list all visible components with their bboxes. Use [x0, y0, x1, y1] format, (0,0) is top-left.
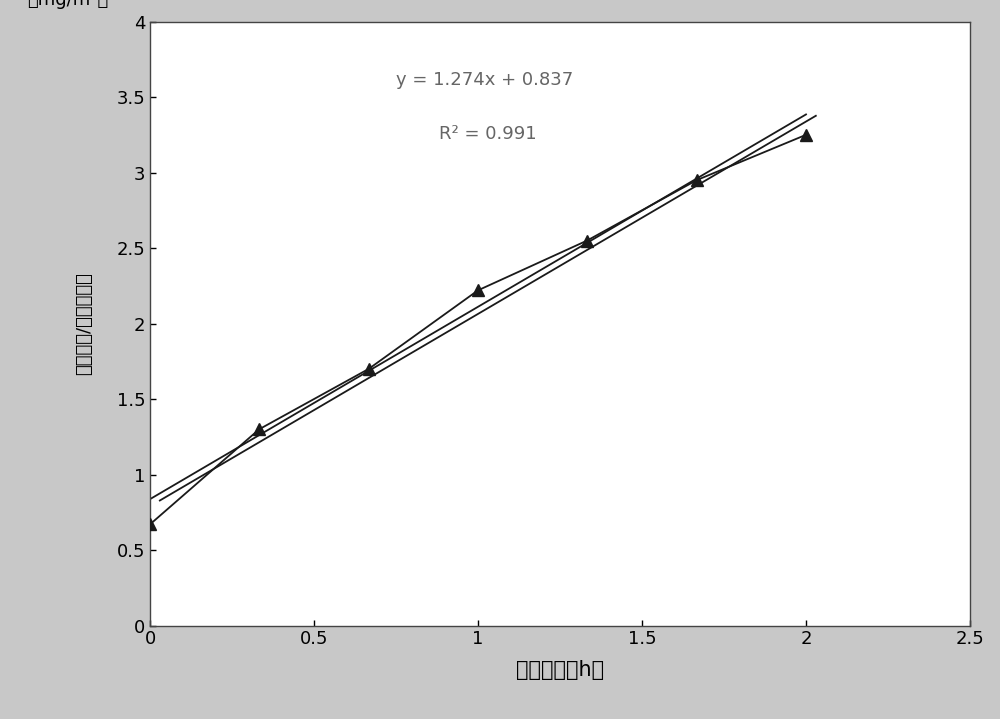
- Text: R² = 0.991: R² = 0.991: [439, 125, 536, 143]
- Text: y = 1.274x + 0.837: y = 1.274x + 0.837: [396, 71, 573, 89]
- Text: 甲醒浓度/实验承载率: 甲醒浓度/实验承载率: [75, 272, 93, 375]
- Text: （mg/m²）: （mg/m²）: [27, 0, 109, 9]
- X-axis label: 采样时间（h）: 采样时间（h）: [516, 659, 604, 679]
